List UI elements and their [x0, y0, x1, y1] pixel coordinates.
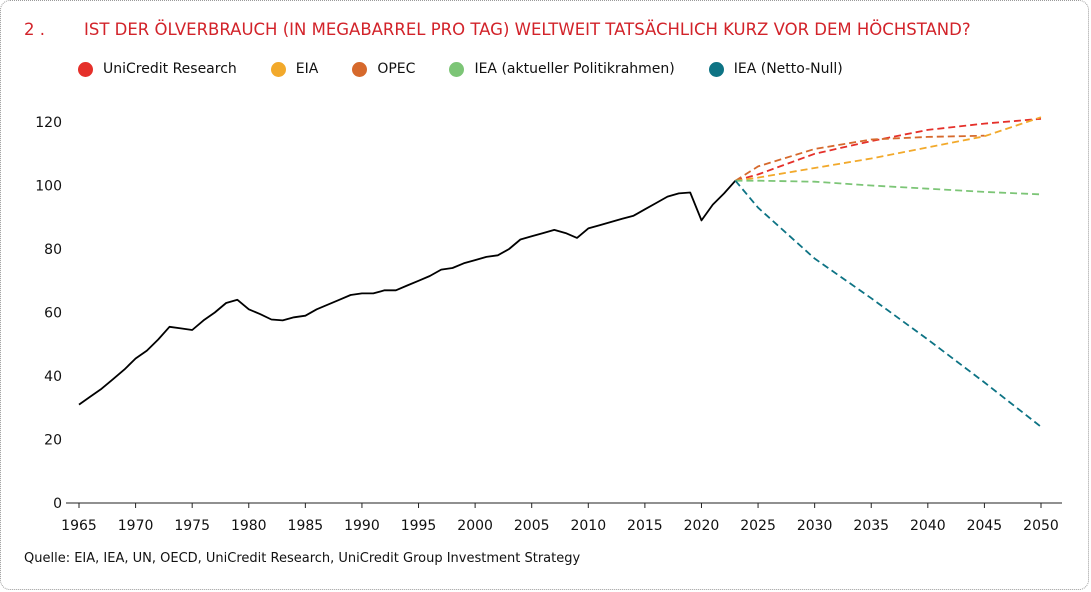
- chart-title: 2 . IST DER ÖLVERBRAUCH (IN MEGABARREL PR…: [24, 20, 971, 39]
- y-tick-label: 0: [53, 496, 62, 512]
- legend-item: OPEC: [352, 61, 415, 77]
- x-tick-label: 1970: [118, 518, 154, 534]
- legend-marker: [708, 61, 724, 77]
- x-tick-label: 1980: [231, 518, 267, 534]
- x-tick-label: 1995: [401, 518, 437, 534]
- y-tick-label: 60: [44, 306, 62, 322]
- legend-label: IEA (aktueller Politikrahmen): [474, 61, 675, 77]
- y-tick-label: 80: [44, 242, 62, 258]
- x-tick-label: 1975: [174, 518, 210, 534]
- y-tick-label: 40: [44, 369, 62, 385]
- chart-title-text: IST DER ÖLVERBRAUCH (IN MEGABARREL PRO T…: [84, 20, 971, 39]
- x-tick-label: 2040: [910, 518, 946, 534]
- series-line-eia: [735, 116, 1042, 182]
- x-tick-label: 2050: [1023, 518, 1059, 534]
- series-line-iea-aktueller-politikrahmen: [735, 179, 1042, 196]
- x-tick-label: 1990: [344, 518, 380, 534]
- legend: UniCredit Research EIA OPEC IEA (aktueller …: [78, 61, 877, 77]
- legend-item: IEA (Netto-Null): [708, 61, 843, 77]
- legend-marker: [352, 61, 368, 77]
- legend-label: OPEC: [377, 61, 416, 77]
- x-tick-label: 2045: [967, 518, 1003, 534]
- x-tick-label: 2005: [514, 518, 550, 534]
- source-note: Quelle: EIA, IEA, UN, OECD, UniCredit Re…: [24, 551, 581, 566]
- legend-marker: [78, 61, 93, 77]
- y-tick-label: 120: [35, 115, 62, 131]
- series-line-unicredit-research: [735, 117, 1042, 182]
- x-tick-label: 2000: [457, 518, 493, 534]
- x-tick-label: 1985: [288, 518, 324, 534]
- x-tick-label: 2015: [627, 518, 663, 534]
- legend-marker: [449, 61, 465, 77]
- series-line-historical: [78, 180, 737, 406]
- legend-item: UniCredit Research: [78, 61, 237, 77]
- series-line-iea-netto-null: [734, 180, 1042, 428]
- series-line-opec: [734, 134, 985, 182]
- x-tick-label: 2010: [570, 518, 606, 534]
- chart-number: 2 .: [24, 20, 45, 39]
- x-tick-label: 2025: [740, 518, 776, 534]
- legend-item: EIA: [270, 61, 319, 77]
- x-tick-label: 2035: [853, 518, 889, 534]
- x-tick-label: 2020: [684, 518, 720, 534]
- legend-label: UniCredit Research: [103, 61, 237, 77]
- legend-item: IEA (aktueller Politikrahmen): [449, 61, 675, 77]
- y-tick-label: 20: [44, 433, 62, 449]
- legend-label: EIA: [295, 61, 319, 77]
- x-tick-label: 2030: [797, 518, 833, 534]
- legend-marker: [270, 61, 286, 77]
- x-tick-label: 1965: [61, 518, 97, 534]
- legend-label: IEA (Netto-Null): [733, 61, 843, 77]
- y-tick-label: 100: [35, 179, 62, 195]
